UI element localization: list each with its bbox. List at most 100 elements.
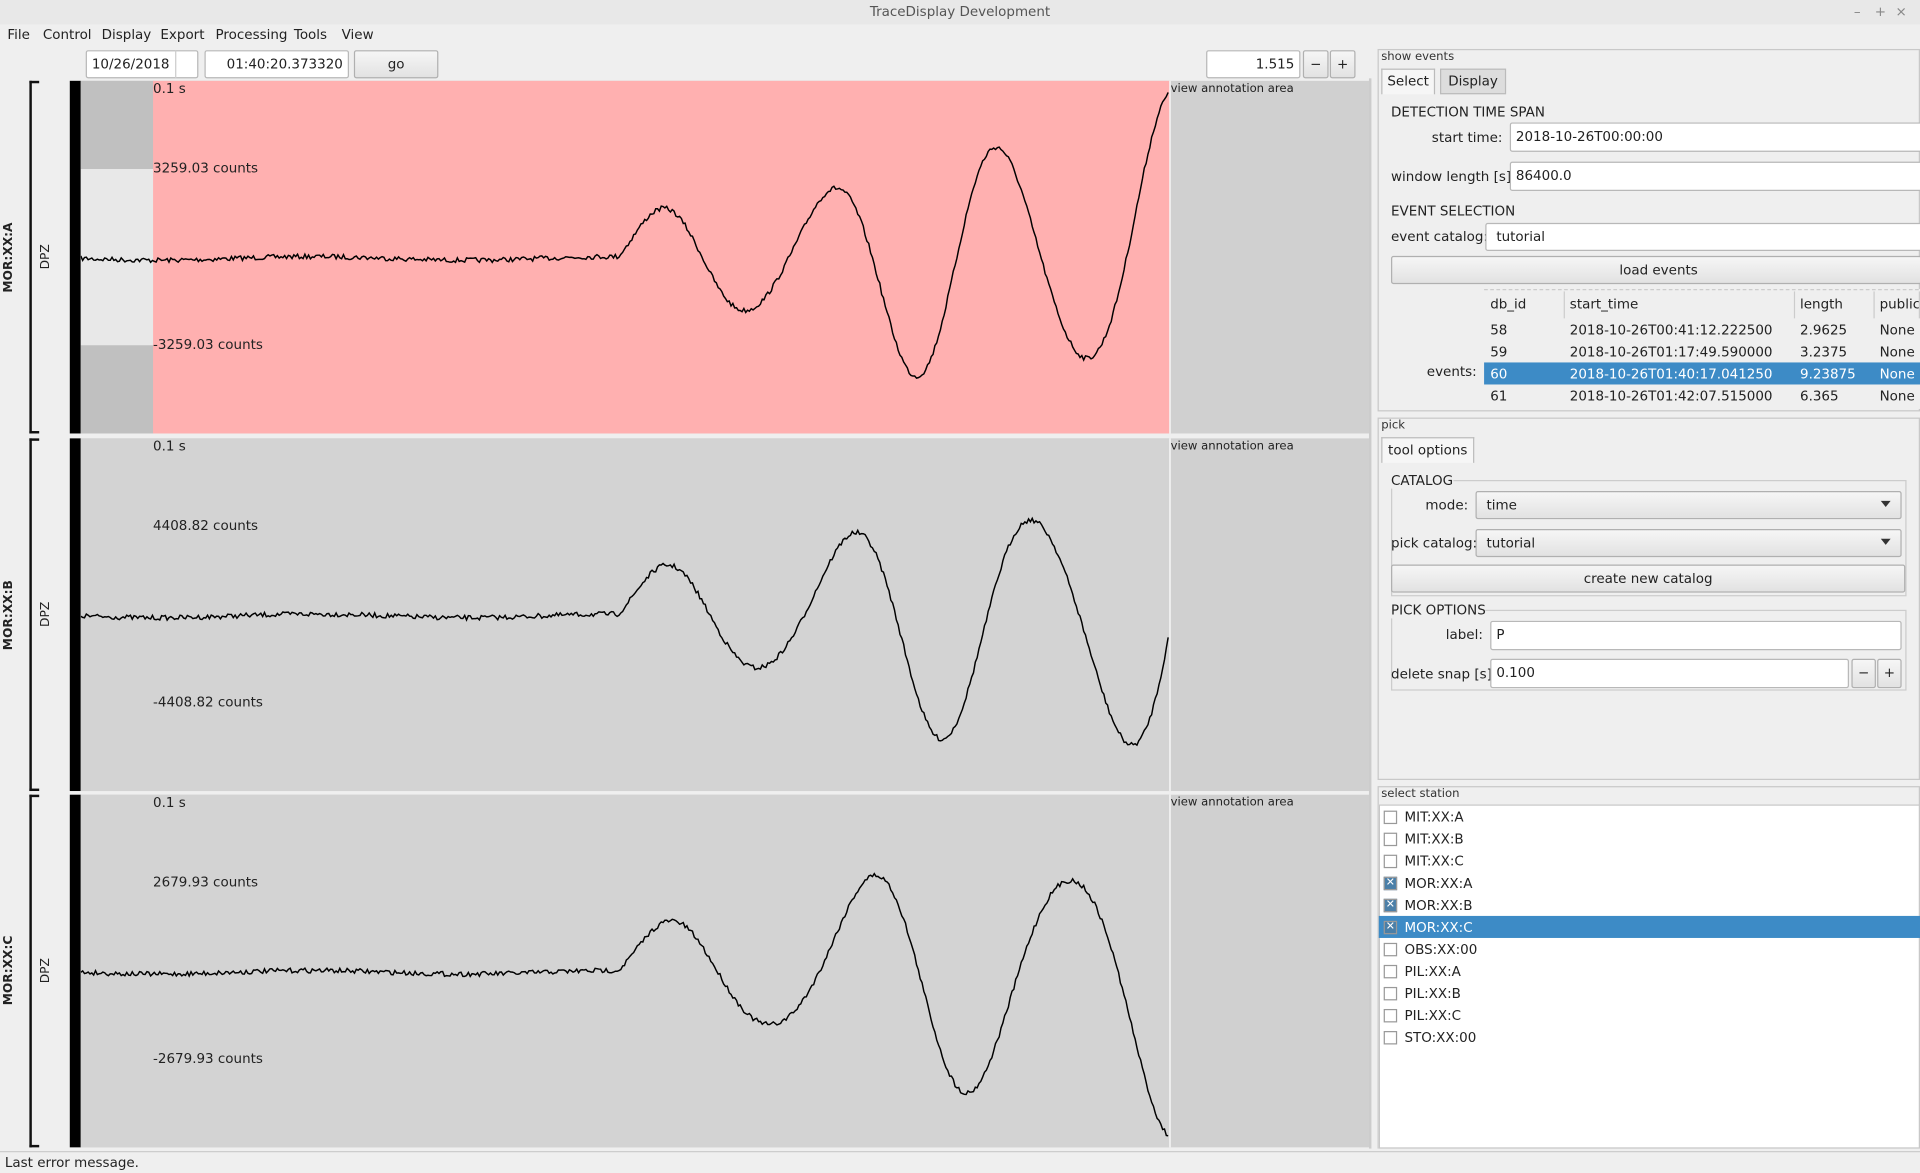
- group-box: [1391, 480, 1907, 597]
- pane-title: pick: [1381, 418, 1405, 433]
- time-scale: 0.1 s: [153, 794, 186, 811]
- time-input[interactable]: 01:40:20.373320: [204, 50, 349, 79]
- date-input[interactable]: 10/26/2018: [85, 50, 199, 79]
- waveform: [80, 872, 1169, 1137]
- trace-plot: [80, 794, 1170, 1148]
- trace-bar: [69, 438, 81, 792]
- station-label: MOR:XX:A: [2, 222, 16, 293]
- window-length-input[interactable]: 86400.0: [1509, 161, 1920, 192]
- station-name[interactable]: MOR:XX:C: [1404, 919, 1473, 936]
- station-name[interactable]: MOR:XX:A: [1404, 875, 1473, 892]
- checkbox[interactable]: [1383, 832, 1398, 847]
- field-label: mode:: [1425, 497, 1469, 514]
- pick-catalog-combo[interactable]: tutorial: [1475, 528, 1902, 558]
- status-bar: [0, 1151, 1920, 1173]
- status-message: Last error message.: [4, 1154, 139, 1171]
- field-label: label:: [1445, 626, 1483, 643]
- checkbox[interactable]: ✕: [1383, 920, 1398, 935]
- station-name[interactable]: STO:XX:00: [1404, 1029, 1477, 1046]
- start-time-input[interactable]: 2018-10-26T00:00:00: [1509, 122, 1920, 152]
- trace-plot: [153, 80, 1170, 434]
- station-name[interactable]: PIL:XX:A: [1404, 963, 1461, 980]
- waveform: [80, 92, 1169, 379]
- field-label: pick catalog:: [1391, 535, 1478, 552]
- station-name[interactable]: PIL:XX:B: [1404, 985, 1461, 1002]
- zoom-input[interactable]: 1.515: [1206, 50, 1301, 79]
- station-row-selected[interactable]: [1378, 915, 1920, 938]
- tab-active[interactable]: Select: [1381, 68, 1436, 95]
- field-label: start time:: [1431, 129, 1503, 146]
- trace-gutter: [80, 345, 155, 434]
- window-control[interactable]: +: [1874, 3, 1886, 20]
- min-label: -2679.93 counts: [153, 1050, 263, 1067]
- snap-plus[interactable]: +: [1877, 658, 1902, 689]
- station-name[interactable]: PIL:XX:C: [1404, 1007, 1462, 1024]
- checkbox[interactable]: ✕: [1383, 898, 1398, 913]
- group-title: PICK OPTIONS: [1391, 602, 1486, 619]
- annotation-label: view annotation area: [1170, 795, 1294, 810]
- event-catalog-combo[interactable]: tutorial: [1485, 222, 1920, 252]
- max-label: 2679.93 counts: [153, 874, 259, 891]
- time-scale: 0.1 s: [153, 438, 186, 455]
- tab-active[interactable]: tool options: [1381, 437, 1475, 463]
- checkbox[interactable]: [1383, 964, 1398, 979]
- mode-combo[interactable]: time: [1475, 491, 1902, 520]
- station-label: MOR:XX:C: [2, 936, 16, 1006]
- table-cell: 9.23875: [1800, 366, 1856, 383]
- label-input[interactable]: P: [1490, 620, 1902, 651]
- menu-item[interactable]: View: [341, 26, 374, 43]
- trace-gutter: [80, 168, 155, 346]
- menu-item[interactable]: File: [7, 26, 30, 43]
- table-cell: 60: [1490, 366, 1508, 383]
- combo-arrow: [1880, 538, 1891, 545]
- window-control[interactable]: ×: [1895, 3, 1907, 20]
- menu-item[interactable]: Display: [101, 26, 152, 43]
- zoom-minus[interactable]: −: [1302, 50, 1329, 79]
- waveform-canvas: [80, 872, 1169, 1137]
- annotation-label: view annotation area: [1170, 82, 1294, 96]
- station-name[interactable]: MOR:XX:B: [1404, 897, 1473, 914]
- channel-label: DPZ: [39, 244, 53, 270]
- annotation-area: [1169, 438, 1369, 792]
- menu-item[interactable]: Export: [160, 26, 205, 43]
- checkbox[interactable]: ✕: [1383, 876, 1398, 891]
- station-bracket: [29, 438, 40, 792]
- station-name[interactable]: OBS:XX:00: [1404, 941, 1478, 958]
- trace-gutter: [80, 80, 155, 169]
- tab[interactable]: Display: [1440, 68, 1507, 95]
- field-label: window length [s]:: [1391, 168, 1516, 185]
- table-row-selected[interactable]: [1484, 362, 1920, 385]
- snap-minus[interactable]: −: [1851, 658, 1876, 689]
- checkbox[interactable]: [1383, 854, 1398, 869]
- checkbox[interactable]: [1383, 986, 1398, 1001]
- table-cell: 6.365: [1800, 388, 1839, 405]
- title-bar: [0, 0, 1920, 25]
- station-name[interactable]: MIT:XX:A: [1404, 809, 1464, 826]
- station-name[interactable]: MIT:XX:C: [1404, 853, 1464, 870]
- station-bracket: [29, 794, 40, 1148]
- delete-snap-input[interactable]: 0.100: [1490, 658, 1849, 689]
- table-cell: None: [1879, 322, 1915, 338]
- menu-item[interactable]: Tools: [293, 26, 328, 43]
- field-label: delete snap [s]:: [1391, 666, 1497, 683]
- menu-item[interactable]: Control: [42, 26, 92, 43]
- create-catalog-button[interactable]: create new catalog: [1391, 564, 1906, 593]
- go-button[interactable]: go: [353, 50, 439, 79]
- table-header: db_id: [1485, 291, 1565, 319]
- checkbox[interactable]: [1383, 1031, 1398, 1045]
- menu-item[interactable]: Processing: [215, 26, 288, 43]
- trace-frame: [1368, 78, 1372, 1149]
- checkbox[interactable]: [1383, 942, 1398, 957]
- station-name[interactable]: MIT:XX:B: [1404, 831, 1464, 848]
- station-bracket: [29, 80, 40, 434]
- window-control[interactable]: –: [1853, 3, 1861, 20]
- table-cell: 58: [1490, 322, 1508, 338]
- checkbox[interactable]: [1383, 1008, 1398, 1023]
- checkbox[interactable]: [1383, 810, 1398, 825]
- zoom-plus[interactable]: +: [1329, 50, 1356, 79]
- group-title: EVENT SELECTION: [1391, 203, 1516, 220]
- table-header: start_time: [1565, 291, 1796, 319]
- load-events-button[interactable]: load events: [1391, 255, 1920, 285]
- date-dropdown[interactable]: [175, 50, 198, 79]
- annotation-area: [1169, 80, 1369, 434]
